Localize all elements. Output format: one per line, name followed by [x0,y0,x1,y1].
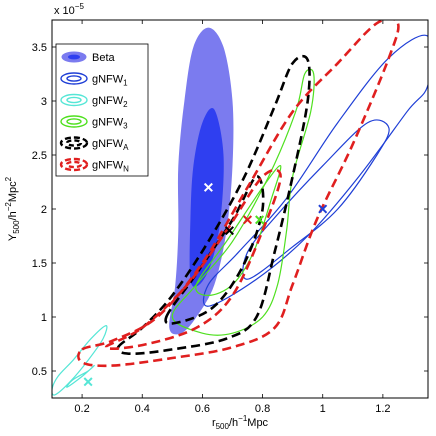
x-tick-label: 0.2 [74,403,89,415]
contour-gnfw-n-outer [77,20,400,368]
legend-swatch-inner [66,96,82,104]
x-tick-label: 0.6 [195,403,210,415]
legend-swatch-inner [65,139,83,147]
y-label-tail: Mpc [7,181,19,202]
y-label-exp2: 2 [4,176,13,181]
legend-label: Beta [92,52,116,64]
legend-swatch-inner [66,75,82,82]
legend: Beta gNFW1 gNFW2 gNFW3 gNFWA gNFWN [55,43,149,177]
y-label-sub: 500 [12,220,21,234]
legend-item-gnfw-a: gNFWA [59,136,129,152]
contours-layer [52,20,428,396]
best-fit-marker-beta [203,182,213,192]
contour-gnfw-a-outer [116,54,311,356]
best-fit-marker-gnfw-a [224,226,234,236]
legend-item-gnfw-2: gNFW2 [60,93,128,109]
x-tick-label: 0.4 [135,403,150,415]
y-tick-label: 2.5 [32,150,47,162]
legend-swatch-inner [65,160,83,169]
legend-swatch [60,115,88,128]
y-label-exp: −2 [4,202,13,212]
y-tick-label: 1.5 [32,258,47,270]
contour-gnfw-n-inner [104,168,282,350]
x-tick-label: 0.8 [255,403,270,415]
y-tick-label: 3 [41,96,47,108]
x-label-unit: /h [229,417,238,429]
legend-label: gNFWA [92,138,129,152]
legend-item-beta: Beta [61,51,116,64]
best-fit-marker-gnfw-3 [255,215,265,225]
legend-label: gNFW1 [92,74,128,88]
y-tick-label: 3.5 [32,42,47,54]
best-fit-marker-gnfw-1 [318,204,328,214]
legend-label: gNFW3 [92,117,128,131]
best-fit-marker-gnfw-2 [83,377,93,387]
contour-gnfw-3-inner [195,165,282,297]
y-axis-label: Y500/h−2Mpc2 [4,176,21,241]
legend-swatch [59,136,89,150]
y-label-main: Y [7,233,19,241]
best-fit-markers [83,182,328,387]
legend-swatch-inner [68,54,80,60]
x-label-exp: −1 [238,414,248,423]
x-axis-label: r500/h−1Mpc [212,414,269,431]
contour-gnfw-2-outer [52,324,108,396]
legend-label: gNFW2 [92,95,128,109]
legend-label: gNFWN [92,160,129,174]
legend-swatch [60,93,88,107]
legend-swatch [59,157,89,172]
axis-ticks: 0.2 0.4 0.6 0.8 1 1.2 0.5 1 1.5 2 2.5 3 3.5 [32,20,428,415]
y-multiplier-base: x 10 [54,5,75,17]
x-label-main: r [212,417,216,429]
x-tick-label: 1.2 [375,403,390,415]
legend-item-gnfw-3: gNFW3 [60,115,128,131]
x-tick-label: 1 [320,403,326,415]
legend-item-gnfw-1: gNFW1 [60,72,128,88]
best-fit-marker-gnfw-n [243,215,253,225]
y-label-unit: /h [7,211,19,220]
contour-gnfw-2-inner [66,364,95,388]
legend-swatch-inner [66,118,82,125]
y-multiplier: x 10−5 [54,2,84,17]
y-multiplier-exp: −5 [75,2,85,11]
x-label-sub: 500 [216,422,230,431]
legend-swatch [60,72,88,85]
contour-beta-inner [189,107,224,288]
legend-item-gnfw-n: gNFWN [59,157,129,174]
y-tick-label: 0.5 [32,366,47,378]
legend-box [55,43,149,177]
y-tick-label: 2 [41,204,47,216]
x-label-tail: Mpc [247,417,268,429]
y-tick-label: 1 [41,312,47,324]
